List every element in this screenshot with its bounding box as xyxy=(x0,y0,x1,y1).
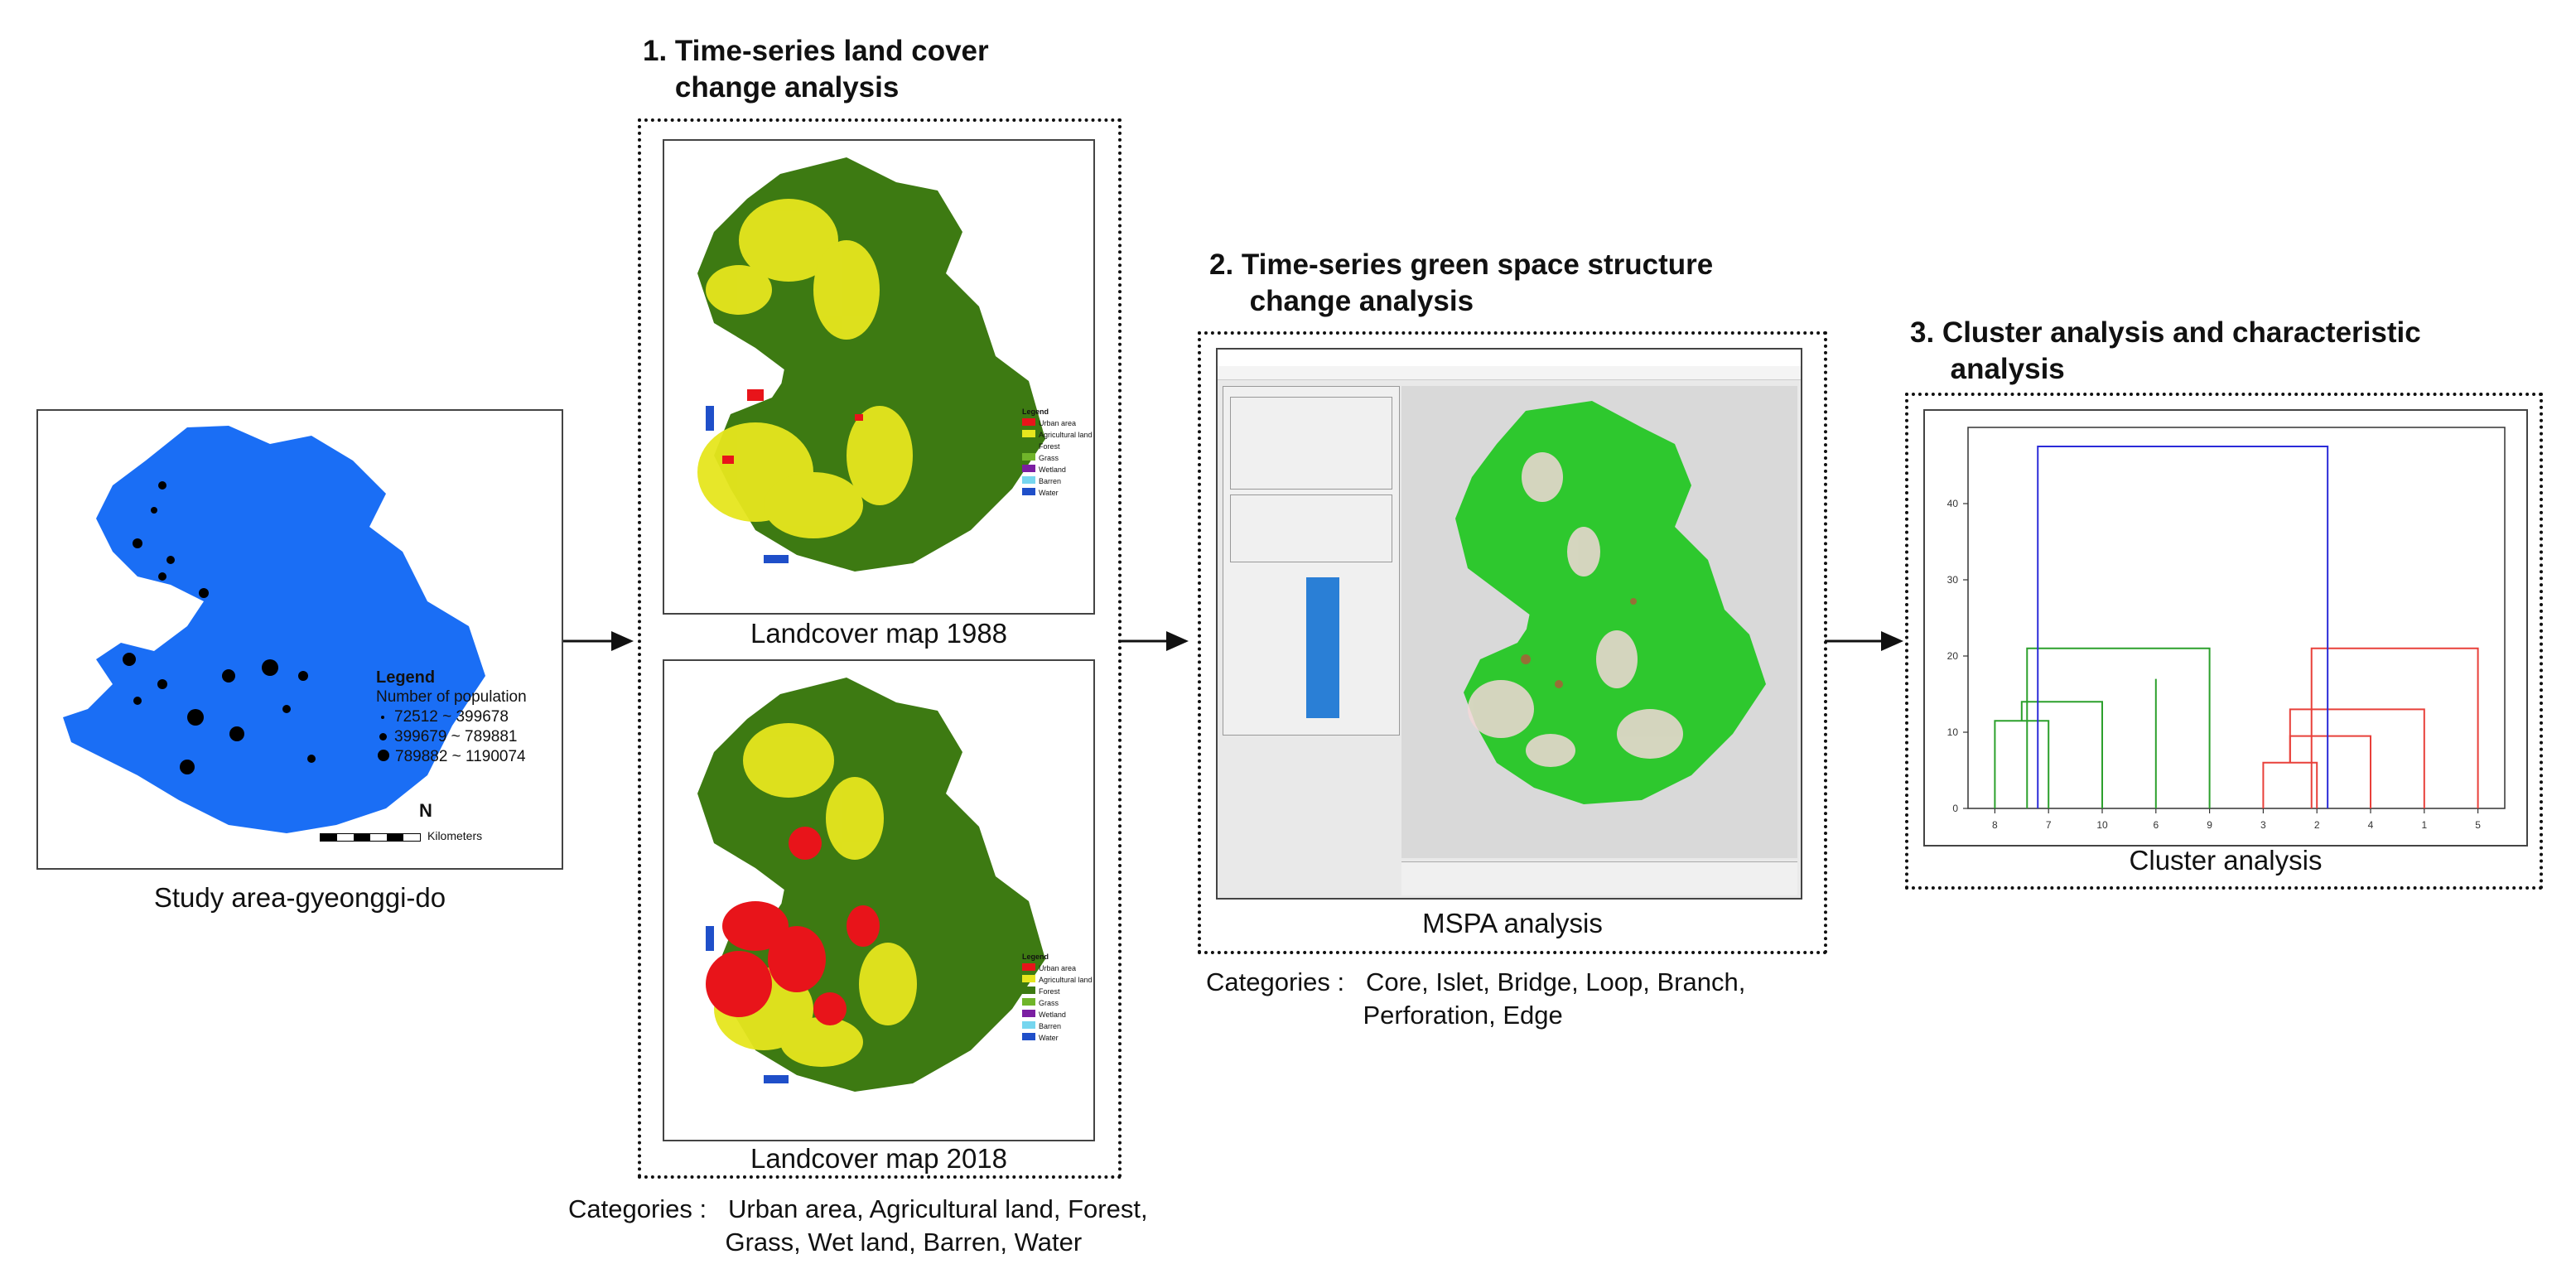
x-leaf-label: 9 xyxy=(2207,819,2212,831)
mspa-map-image xyxy=(1455,401,1766,804)
scale-bar-label: Kilometers xyxy=(427,829,483,842)
legend-item-medium: 399679 ~ 789881 xyxy=(376,727,527,747)
y-tick-label: 40 xyxy=(1947,498,1959,509)
dendrogram-link-right xyxy=(2262,761,2318,808)
dendrogram-link-left xyxy=(2026,647,2211,808)
x-leaf-label: 5 xyxy=(2475,819,2481,831)
lc-legend-title: Legend xyxy=(1022,953,1049,961)
step3-box xyxy=(1905,393,2543,890)
dendrogram-link-left xyxy=(2020,701,2103,808)
lc-legend-2018: Legend Urban area Agricultural land Fore… xyxy=(1022,951,1093,1044)
scale-bar xyxy=(320,833,421,842)
population-dots xyxy=(123,481,316,774)
mspa-parameter-list xyxy=(1306,577,1339,718)
dendrogram-chart: 0 10 20 30 40 8 7 10 6 9 3 2 4 1 5 xyxy=(1947,427,2506,831)
lc-legend-water: Water xyxy=(1022,1032,1093,1044)
lc-legend-water: Water xyxy=(1022,487,1093,499)
lc-legend-title: Legend xyxy=(1022,408,1049,416)
x-leaf-label: 4 xyxy=(2368,819,2374,831)
lc-legend-urban: Urban area xyxy=(1022,417,1093,429)
dendrogram-link-right xyxy=(2310,647,2479,808)
y-tick-label: 30 xyxy=(1947,574,1959,586)
step1-categories-note: Categories : Urban area, Agricultural la… xyxy=(568,1194,1148,1257)
x-leaf-label: 2 xyxy=(2314,819,2320,831)
step2-box xyxy=(1198,331,1827,954)
lc-legend-urban: Urban area xyxy=(1022,962,1093,974)
landcover-map-1988: Legend Urban area Agricultural land Fore… xyxy=(663,139,1095,615)
plot-frame xyxy=(1967,427,2506,809)
step2-title: 2. Time-series green space structure cha… xyxy=(1209,248,1714,317)
population-legend-title: Legend xyxy=(376,668,436,687)
y-tick-label: 20 xyxy=(1947,650,1959,662)
lc-legend-forest: Forest xyxy=(1022,986,1093,997)
lc-legend-wetland: Wetland xyxy=(1022,1009,1093,1020)
population-map xyxy=(63,426,485,833)
large-dot-icon xyxy=(378,750,389,761)
mspa-map-canvas xyxy=(1401,386,1797,858)
x-leaf-label: 10 xyxy=(2096,819,2108,831)
step2-categories-note: Categories : Core, Islet, Bridge, Loop, … xyxy=(1206,967,1746,1030)
mspa-control-panel xyxy=(1223,386,1400,736)
small-dot-icon xyxy=(381,716,384,719)
step3-title: 3. Cluster analysis and characteristic a… xyxy=(1910,316,2421,385)
medium-dot-icon xyxy=(379,733,387,740)
lc-legend-agri: Agricultural land xyxy=(1022,429,1093,441)
population-legend-subtitle: Number of population xyxy=(376,688,527,706)
lc-legend-wetland: Wetland xyxy=(1022,464,1093,475)
mspa-screenshot xyxy=(1216,348,1802,900)
x-leaf-label: 1 xyxy=(2421,819,2427,831)
landcover-map-2018-image xyxy=(697,678,1045,1092)
dendrogram-link-left xyxy=(1994,720,2050,808)
mspa-status-bar xyxy=(1401,861,1797,895)
lc-legend-grass: Grass xyxy=(1022,452,1093,464)
lc-legend-1988: Legend Urban area Agricultural land Fore… xyxy=(1022,406,1093,499)
step1-title: 1. Time-series land cover change analysi… xyxy=(643,35,989,104)
lc-legend-barren: Barren xyxy=(1022,475,1093,487)
landcover-map-1988-image xyxy=(697,157,1045,572)
mspa-caption: MSPA analysis xyxy=(1422,908,1603,938)
landcover-map-2018: Legend Urban area Agricultural land Fore… xyxy=(663,659,1095,1141)
step1-box xyxy=(638,118,1122,1179)
x-leaf-label: 6 xyxy=(2153,819,2159,831)
map-1988-caption: Landcover map 1988 xyxy=(750,618,1008,649)
lc-legend-grass: Grass xyxy=(1022,997,1093,1009)
mspa-titlebar xyxy=(1218,350,1801,367)
cluster-caption: Cluster analysis xyxy=(2129,845,2323,876)
legend-item-small: 72512 ~ 399678 xyxy=(376,707,527,727)
x-leaf-label: 8 xyxy=(1992,819,1998,831)
lc-legend-agri: Agricultural land xyxy=(1022,974,1093,986)
lc-legend-barren: Barren xyxy=(1022,1020,1093,1032)
mspa-menubar xyxy=(1218,366,1801,380)
dendrogram-link-right xyxy=(2289,735,2371,808)
x-leaf-label: 7 xyxy=(2046,819,2052,831)
y-tick-label: 0 xyxy=(1952,803,1958,814)
gyeonggi-outline-population xyxy=(63,426,485,833)
x-leaf-label: 3 xyxy=(2260,819,2266,831)
y-tick-label: 10 xyxy=(1947,726,1959,738)
map-2018-caption: Landcover map 2018 xyxy=(750,1143,1008,1174)
north-arrow-icon: N xyxy=(419,800,432,821)
lc-legend-forest: Forest xyxy=(1022,441,1093,452)
dendrogram-link-right xyxy=(2289,708,2425,808)
dendrogram-figure: 0 10 20 30 40 8 7 10 6 9 3 2 4 1 5 xyxy=(1923,409,2528,847)
study-area-caption: Study area-gyeonggi-do xyxy=(153,882,446,913)
study-area-panel: Legend Number of population 72512 ~ 3996… xyxy=(36,409,563,870)
legend-item-large: 789882 ~ 1190074 xyxy=(376,747,527,767)
dendrogram-link-top xyxy=(2037,446,2329,808)
population-legend: Legend Number of population 72512 ~ 3996… xyxy=(376,668,527,767)
